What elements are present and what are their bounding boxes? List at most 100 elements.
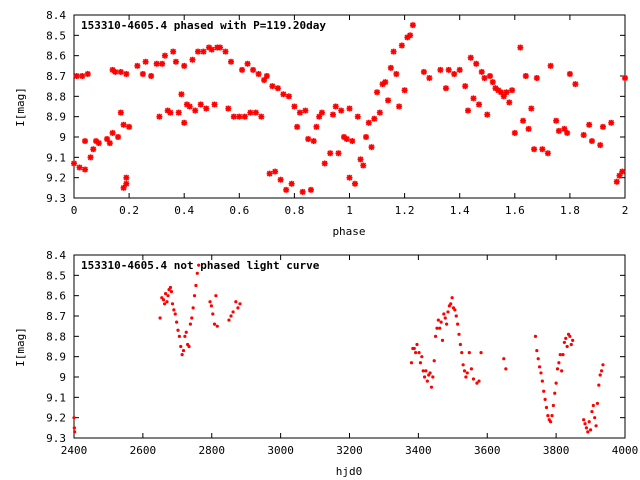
data-point	[90, 146, 97, 153]
data-point	[123, 180, 130, 187]
data-point	[446, 310, 450, 314]
data-point	[597, 383, 601, 387]
data-point	[291, 103, 298, 110]
data-point	[72, 416, 76, 420]
data-point	[261, 77, 268, 84]
data-point	[95, 140, 102, 147]
data-point	[450, 296, 454, 300]
x-tick-label: 2	[622, 204, 629, 217]
data-point	[470, 95, 477, 102]
data-point	[164, 292, 168, 296]
data-point	[477, 379, 481, 383]
data-point	[465, 371, 469, 375]
unphased-light-curve-chart: 2400 2600 2800 3000 3200 3400 3600 3800 4000 8.4 8…	[14, 249, 638, 478]
data-point	[209, 304, 214, 308]
data-point	[172, 308, 176, 312]
x-tick-label: 3400	[405, 444, 432, 457]
data-point	[426, 75, 433, 82]
data-point	[539, 371, 543, 375]
x-tick-label: 1.2	[395, 204, 415, 217]
data-point	[197, 101, 204, 108]
y-tick-label: 9.3	[46, 192, 66, 205]
data-point	[461, 363, 465, 367]
data-point	[484, 111, 491, 118]
data-point	[269, 83, 276, 90]
data-point	[305, 136, 312, 143]
y-tick-label: 8.5	[46, 29, 66, 42]
y-tick-label: 8.8	[46, 330, 66, 343]
data-point	[175, 320, 179, 324]
x-tick-label: 3200	[336, 444, 363, 457]
data-point	[321, 160, 328, 167]
data-point	[428, 371, 432, 375]
data-point	[195, 271, 199, 275]
x-axis-label: phase	[332, 225, 365, 238]
data-point	[192, 107, 199, 114]
data-point	[310, 138, 317, 145]
data-point	[72, 426, 76, 430]
x-tick-label: 0.6	[229, 204, 249, 217]
data-point	[280, 91, 287, 98]
data-point	[120, 121, 127, 128]
x-tick-label: 2400	[61, 444, 88, 457]
x-tick-label: 1.8	[560, 204, 580, 217]
data-point	[407, 32, 414, 39]
y-tick-label: 9.1	[46, 391, 66, 404]
data-point	[179, 344, 183, 349]
data-point	[409, 361, 414, 365]
data-point	[194, 48, 201, 55]
data-point	[555, 367, 560, 371]
data-point	[158, 316, 162, 320]
data-point	[437, 66, 444, 73]
data-point	[473, 60, 480, 67]
data-point	[549, 420, 553, 424]
data-point	[184, 330, 188, 334]
data-point	[599, 123, 606, 130]
data-point	[148, 73, 155, 79]
data-point	[214, 294, 218, 298]
data-point	[159, 60, 166, 67]
data-point	[619, 168, 626, 175]
data-point	[258, 113, 265, 120]
data-point	[307, 186, 314, 193]
y-tick-label: 9.3	[46, 432, 66, 445]
data-point	[170, 302, 175, 306]
data-point	[417, 351, 421, 355]
chart-title: 153310-4605.4 not phased light curve	[81, 259, 320, 272]
data-point	[181, 348, 186, 353]
data-point	[222, 48, 229, 55]
x-tick-label: 3000	[267, 444, 294, 457]
x-tick-label: 3800	[543, 444, 570, 457]
data-point	[177, 334, 181, 338]
data-point	[112, 68, 119, 75]
y-tick-label: 8.6	[46, 290, 66, 303]
data-point	[613, 178, 620, 185]
data-point	[255, 70, 262, 77]
data-point	[161, 52, 168, 59]
data-point	[595, 401, 600, 406]
data-point	[161, 298, 166, 302]
data-point	[435, 326, 439, 330]
y-tick-label: 8.8	[46, 90, 66, 103]
data-point	[238, 302, 242, 306]
y-tick-label: 8.7	[46, 70, 66, 83]
y-tick-label: 8.9	[46, 351, 66, 364]
data-point	[464, 375, 468, 379]
data-point	[175, 109, 182, 116]
data-point	[544, 150, 551, 157]
data-point	[376, 109, 383, 116]
data-point	[363, 134, 370, 140]
data-point	[553, 391, 557, 395]
x-tick-label: 1	[346, 204, 353, 217]
data-point	[453, 308, 457, 312]
data-point	[503, 89, 510, 96]
data-point	[471, 377, 476, 381]
data-point	[586, 121, 593, 128]
data-point	[371, 115, 378, 122]
data-point	[212, 322, 217, 326]
data-point	[360, 162, 367, 169]
data-point	[412, 346, 416, 351]
data-point	[76, 164, 83, 171]
data-point	[616, 172, 623, 179]
